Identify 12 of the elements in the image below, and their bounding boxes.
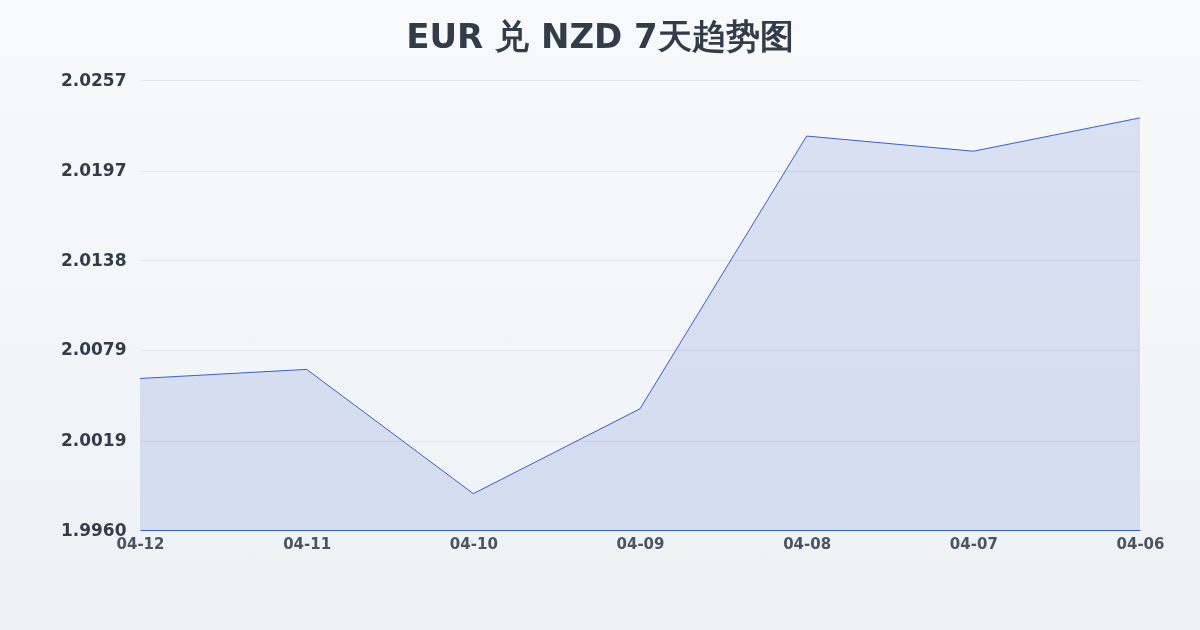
chart-title: EUR 兑 NZD 7天趋势图 bbox=[406, 16, 794, 56]
y-tick-label: 2.0257 bbox=[60, 69, 127, 90]
y-tick-label: 2.0019 bbox=[60, 430, 127, 451]
y-tick-label: 2.0079 bbox=[60, 339, 127, 360]
x-tick-label: 04-06 bbox=[1116, 534, 1165, 553]
x-tick-label: 04-08 bbox=[783, 534, 832, 553]
y-tick-label: 2.0197 bbox=[60, 160, 127, 181]
x-tick-label: 04-07 bbox=[949, 534, 998, 553]
y-tick-label: 2.0138 bbox=[60, 249, 127, 270]
x-tick-label: 04-09 bbox=[616, 534, 665, 553]
x-tick-label: 04-10 bbox=[449, 534, 498, 553]
x-tick-label: 04-11 bbox=[283, 534, 332, 553]
